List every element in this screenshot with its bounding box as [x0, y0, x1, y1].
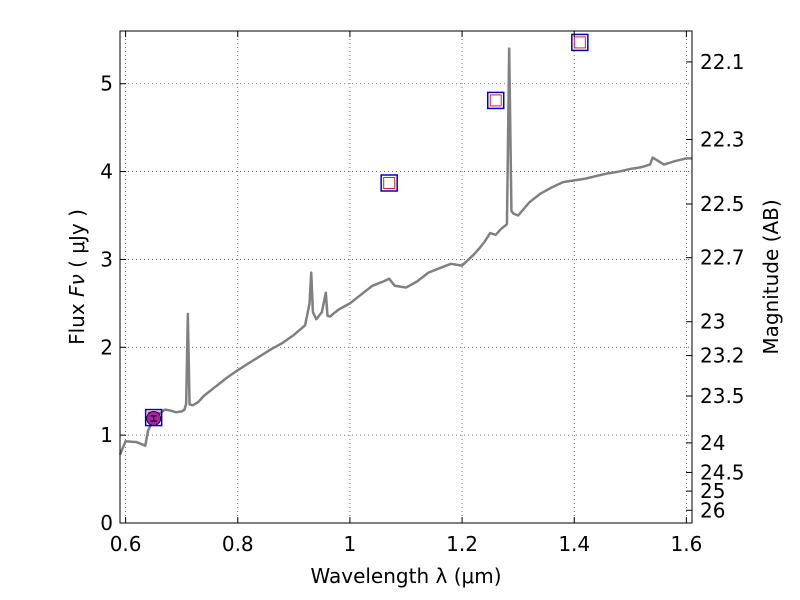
mag-tick-label: 23 — [700, 310, 725, 334]
model-photometry-point — [380, 174, 398, 192]
plot-frame — [119, 30, 693, 524]
model-point-outer — [486, 91, 505, 110]
model-point-inner — [573, 36, 586, 49]
y-tick-label: 2 — [100, 335, 113, 359]
y-tick-label: 3 — [100, 247, 113, 271]
mag-tick-label: 25 — [700, 479, 725, 503]
x-tick-label: 1.6 — [670, 532, 702, 556]
y-tick-label: 5 — [100, 72, 113, 96]
mag-tick-label: 22.1 — [700, 50, 745, 74]
y2-axis-label: Magnitude (AB) — [759, 199, 783, 354]
model-photometry-point — [571, 33, 589, 52]
x-axis-label: Wavelength λ (μm) — [310, 564, 501, 588]
model-point-inner — [489, 94, 502, 107]
spectrum-line — [118, 47, 692, 455]
model-point-outer — [571, 33, 589, 52]
mag-tick-label: 23.2 — [700, 344, 745, 368]
y-axis-label-text: Flux — [65, 303, 89, 345]
x-tick-label: 1.2 — [446, 532, 478, 556]
photometry-layer — [144, 33, 589, 427]
mag-tick-label: 22.5 — [700, 192, 745, 216]
observed-photometry-point — [146, 411, 162, 426]
tick-marks — [120, 31, 692, 524]
mag-tick-label: 22.7 — [700, 246, 745, 270]
spectrum-layer — [118, 47, 692, 455]
mag-tick-label: 24 — [700, 431, 725, 455]
x-axis-label-symbol: λ (μm) — [436, 564, 502, 588]
y-axis-label-unit: ( μJy ) — [65, 209, 89, 268]
mag-tick-label: 26 — [700, 498, 725, 522]
model-photometry-point — [486, 91, 505, 110]
x-tick-label: 1 — [344, 532, 357, 556]
x-tick-label: 1.4 — [558, 532, 590, 556]
x-axis-label-text: Wavelength — [310, 564, 429, 588]
y-tick-label: 4 — [100, 160, 113, 184]
y-axis-label-symbol: Fν — [65, 274, 89, 297]
y-tick-label: 1 — [100, 423, 113, 447]
y-tick-label: 0 — [100, 511, 113, 535]
tick-labels: 0.6 0.8 1 1.2 1.4 1.601234522.122.322.522.723… — [100, 50, 744, 556]
x-tick-label: 0.8 — [222, 532, 254, 556]
model-point-inner — [383, 176, 396, 189]
y-axis-label: Flux Fν ( μJy ) — [65, 209, 89, 345]
mag-tick-label: 22.3 — [700, 127, 745, 151]
x-tick-label: 0.6 — [110, 532, 142, 556]
model-point-outer — [380, 174, 398, 192]
mag-tick-label: 23.5 — [700, 384, 745, 408]
mag-tick-label: 24.5 — [700, 460, 745, 484]
